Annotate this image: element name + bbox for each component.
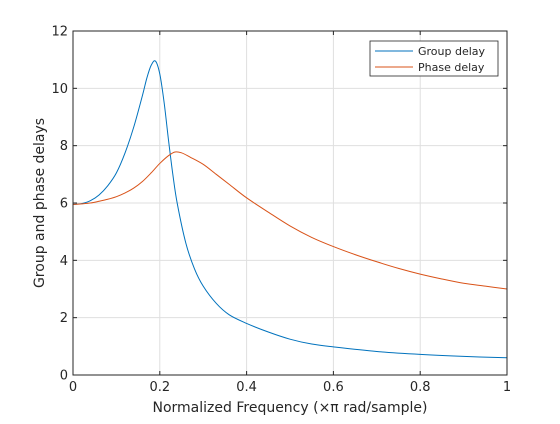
ticks [72,30,508,376]
y-tick-label: 4 [60,254,68,269]
legend-label-phase-delay: Phase delay [418,61,485,74]
y-tick-label: 6 [60,197,68,212]
y-tick-label: 0 [60,369,68,384]
y-tick-label: 8 [60,139,68,154]
legend: Group delay Phase delay [369,40,499,77]
legend-box [369,40,499,77]
y-tick-label: 12 [51,25,68,40]
x-tick-label: 0.8 [410,380,431,395]
y-axis-label: Group and phase delays [32,118,48,288]
x-tick-label: 0.4 [236,380,257,395]
grid [73,31,507,375]
series-layer [72,60,508,359]
y-tick-label: 10 [51,82,68,97]
series-line-group-delay [72,60,508,359]
x-axis-label: Normalized Frequency (×π rad/sample) [153,400,428,416]
y-tick-label: 2 [60,311,68,326]
x-tick-label: 0.6 [323,380,344,395]
x-tick-label: 0.2 [149,380,170,395]
legend-label-group-delay: Group delay [418,45,486,58]
x-tick-label: 1 [503,380,511,395]
series-line-phase-delay [72,151,508,290]
x-tick-label: 0 [69,380,77,395]
